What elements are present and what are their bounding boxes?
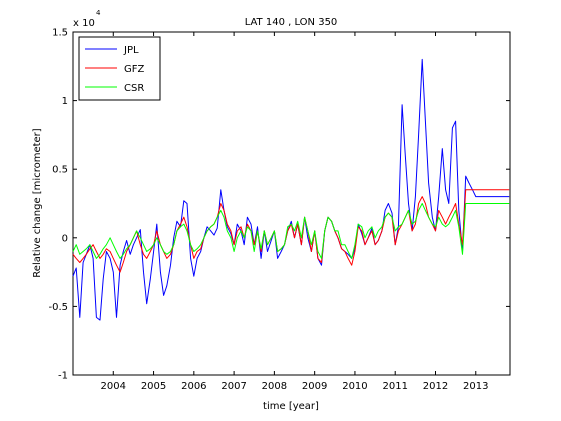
legend-label-jpl: JPL [123, 45, 139, 56]
y-tick-label: 1.5 [52, 28, 68, 39]
x-axis-label: time [year] [263, 401, 319, 412]
x-tick-label: 2013 [463, 381, 488, 392]
y-tick-label: 0.5 [52, 165, 68, 176]
x-tick-label: 2007 [221, 381, 246, 392]
y-tick-label: 0 [62, 233, 68, 244]
x-tick-label: 2009 [302, 381, 327, 392]
x-tick-label: 2004 [101, 381, 126, 392]
legend-label-csr: CSR [124, 83, 144, 94]
legend: JPL GFZ CSR [78, 36, 161, 101]
x-tick-label: 2012 [423, 381, 448, 392]
legend-label-gfz: GFZ [124, 64, 145, 75]
x-tick-label: 2011 [382, 381, 407, 392]
series-line-jpl [72, 58, 510, 321]
x-tick-label: 2006 [181, 381, 206, 392]
y-axis-label: Relative change [micrometer] [32, 128, 43, 277]
chart-title: LAT 140 , LON 350 [245, 17, 338, 28]
x-tick-label: 2008 [262, 381, 287, 392]
y-tick-label: -0.5 [48, 302, 68, 313]
series-line-csr [72, 203, 510, 259]
series-lines [72, 58, 510, 321]
x-tick-label: 2005 [141, 381, 166, 392]
x-tick-label: 2010 [342, 381, 367, 392]
y-exponent-base: x 10 [73, 18, 95, 29]
y-tick-label: 1 [62, 96, 68, 107]
axes: 2004 2005 2006 2007 2008 2009 2010 2011 2012 2013… [48, 28, 510, 392]
y-tick-label: -1 [58, 371, 68, 382]
y-exponent-power: 4 [96, 9, 101, 17]
